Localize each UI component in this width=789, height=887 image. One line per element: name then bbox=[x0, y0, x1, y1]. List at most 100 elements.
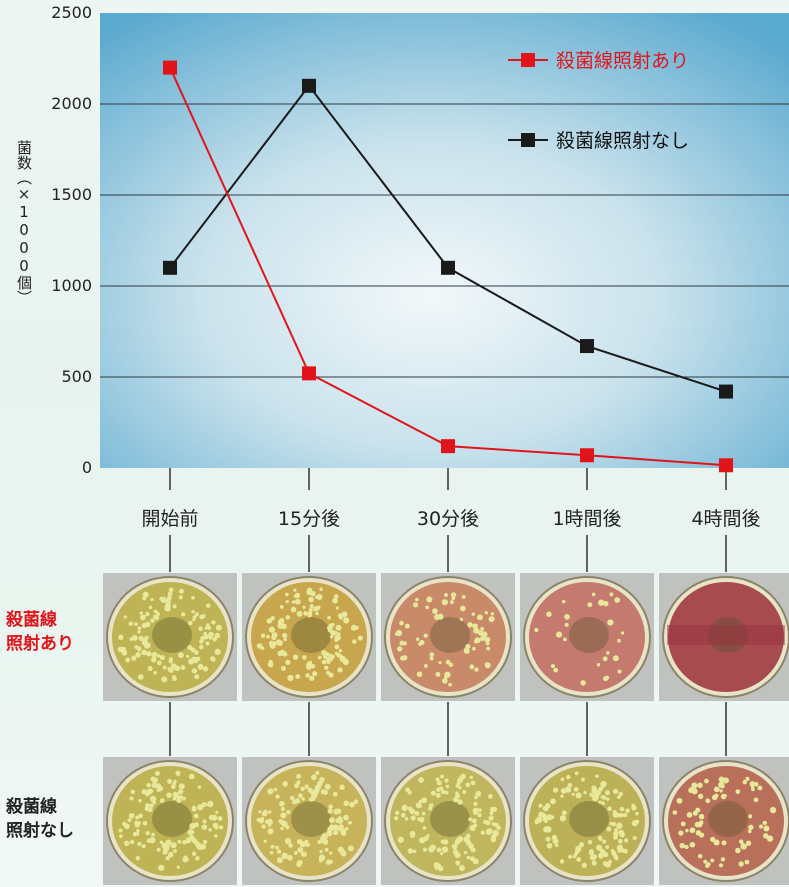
colony bbox=[421, 811, 426, 816]
colony bbox=[444, 593, 448, 597]
colony bbox=[148, 605, 153, 610]
petri-dish-photo bbox=[103, 757, 237, 885]
agar-surface bbox=[529, 582, 645, 692]
colony bbox=[305, 663, 313, 670]
colony bbox=[289, 795, 295, 801]
petri-dish-image bbox=[384, 760, 512, 882]
colony bbox=[598, 852, 604, 859]
colony bbox=[484, 636, 491, 643]
colony bbox=[753, 797, 759, 803]
colony bbox=[185, 838, 190, 843]
colony bbox=[458, 776, 464, 782]
colony bbox=[697, 853, 703, 859]
y-tick-label: 500 bbox=[61, 367, 92, 386]
colony bbox=[268, 640, 275, 647]
colony bbox=[124, 840, 130, 847]
colony bbox=[357, 635, 363, 641]
colony bbox=[315, 770, 320, 776]
colony bbox=[710, 836, 716, 843]
colony bbox=[412, 849, 417, 854]
colony bbox=[429, 656, 434, 661]
colony bbox=[333, 594, 339, 599]
colony bbox=[452, 849, 459, 855]
colony bbox=[721, 840, 727, 846]
colony bbox=[745, 776, 750, 782]
colony bbox=[635, 811, 639, 816]
colony bbox=[757, 785, 763, 791]
colony bbox=[735, 847, 741, 854]
colony bbox=[601, 801, 605, 806]
colony bbox=[559, 859, 565, 864]
colony bbox=[138, 635, 144, 641]
colony bbox=[188, 773, 195, 780]
colony bbox=[159, 798, 165, 803]
colony bbox=[311, 774, 317, 781]
colony bbox=[467, 622, 473, 628]
colony bbox=[748, 824, 754, 830]
colony bbox=[130, 789, 136, 795]
colony bbox=[401, 804, 408, 811]
data-point-marker bbox=[719, 458, 733, 473]
colony bbox=[433, 861, 440, 868]
colony bbox=[218, 825, 224, 830]
colony bbox=[436, 780, 442, 786]
colony bbox=[158, 864, 165, 871]
colony bbox=[438, 661, 442, 665]
colony bbox=[745, 840, 752, 846]
colony bbox=[350, 624, 358, 631]
legend-marker bbox=[521, 53, 535, 67]
colony bbox=[442, 678, 448, 684]
colony bbox=[168, 851, 173, 856]
colony bbox=[552, 838, 559, 845]
colony bbox=[623, 813, 628, 818]
colony bbox=[441, 846, 449, 853]
colony bbox=[326, 624, 333, 631]
colony bbox=[161, 842, 168, 849]
colony bbox=[695, 807, 701, 813]
colony bbox=[150, 598, 154, 602]
colony bbox=[480, 626, 485, 631]
colony bbox=[329, 817, 335, 824]
colony bbox=[399, 620, 404, 626]
colony bbox=[327, 615, 331, 620]
colony bbox=[211, 657, 216, 662]
colony bbox=[762, 820, 767, 826]
colony bbox=[156, 660, 162, 666]
colony bbox=[602, 839, 607, 844]
colony bbox=[564, 622, 569, 627]
colony bbox=[568, 854, 573, 859]
colony bbox=[397, 646, 403, 652]
colony bbox=[308, 660, 313, 665]
colony bbox=[138, 798, 142, 803]
colony bbox=[410, 815, 416, 821]
colony bbox=[340, 830, 347, 836]
colony bbox=[195, 656, 201, 662]
colony bbox=[407, 848, 414, 854]
colony bbox=[321, 650, 327, 656]
colony bbox=[735, 789, 741, 794]
row-label-irradiated: 殺菌線 照射あり bbox=[6, 610, 74, 654]
colony bbox=[613, 832, 619, 838]
colony bbox=[440, 789, 446, 795]
colony bbox=[571, 792, 575, 796]
colony bbox=[440, 839, 445, 844]
colony bbox=[194, 650, 199, 655]
colony bbox=[141, 844, 146, 849]
colony bbox=[204, 634, 209, 640]
colony bbox=[132, 831, 138, 837]
colony bbox=[598, 786, 604, 792]
colony bbox=[607, 619, 614, 626]
colony bbox=[487, 794, 493, 799]
colony bbox=[423, 836, 429, 842]
colony bbox=[167, 666, 173, 672]
colony bbox=[713, 839, 720, 846]
colony bbox=[538, 803, 543, 808]
colony bbox=[576, 857, 582, 862]
colony bbox=[119, 834, 123, 839]
colony bbox=[536, 816, 543, 823]
colony bbox=[428, 803, 433, 808]
colony bbox=[287, 854, 293, 861]
colony bbox=[281, 821, 288, 828]
colony bbox=[603, 676, 608, 682]
colony bbox=[337, 816, 343, 822]
